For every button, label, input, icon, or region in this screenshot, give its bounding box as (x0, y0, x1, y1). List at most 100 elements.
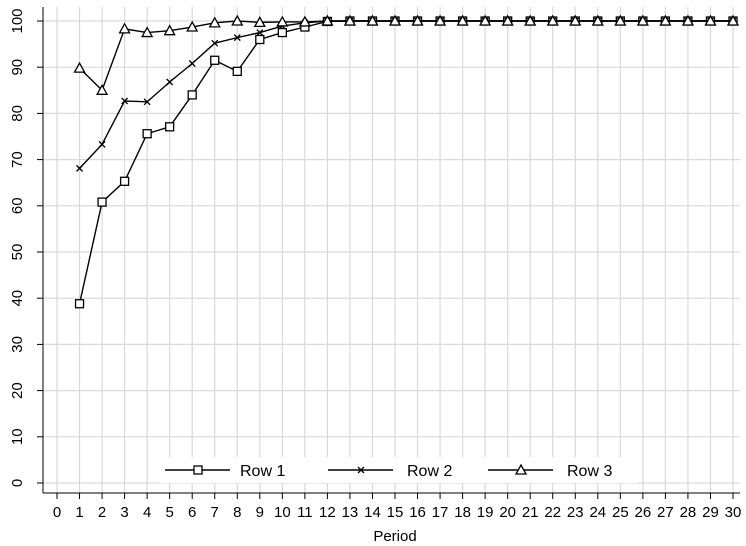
data-point-triangle (388, 14, 402, 26)
data-point-triangle (681, 14, 695, 26)
data-point-triangle (231, 14, 244, 26)
legend-item-2: Row 2 (328, 463, 452, 480)
x-tick-label: 5 (165, 504, 173, 521)
data-point-square (277, 27, 287, 38)
y-tick-label: 60 (9, 197, 26, 214)
x-tick-label: 27 (657, 504, 674, 521)
data-point-triangle (614, 14, 627, 26)
data-point-x (121, 97, 129, 105)
data-point-x (256, 29, 264, 37)
data-point-triangle (636, 14, 649, 26)
x-marker-stroke (188, 60, 196, 67)
data-point-x (233, 34, 241, 42)
x-marker-stroke (233, 34, 241, 42)
data-point-triangle (95, 83, 109, 95)
y-tick-label: 80 (9, 105, 26, 122)
data-point-triangle (546, 14, 559, 26)
series-3 (73, 14, 740, 95)
data-point-triangle (524, 14, 537, 26)
x-tick-label: 10 (274, 504, 291, 521)
data-point-x (166, 78, 174, 86)
data-point-triangle (208, 16, 221, 28)
x-tick-label: 7 (211, 504, 219, 521)
x-tick-label: 12 (319, 504, 336, 521)
data-point-triangle (659, 14, 672, 26)
data-point-triangle (501, 14, 514, 26)
x-tick-label: 9 (256, 504, 264, 521)
x-tick-label: 14 (364, 504, 381, 521)
data-point-triangle (276, 15, 289, 27)
x-tick-label: 11 (297, 504, 313, 521)
data-point-x (143, 98, 151, 106)
data-point-triangle (141, 26, 154, 38)
x-tick-label: 30 (725, 504, 742, 521)
data-point-triangle (186, 20, 199, 32)
legend-label: Row 1 (240, 463, 285, 480)
x-marker-stroke (98, 140, 106, 148)
x-tick-label: 8 (233, 504, 241, 521)
x-tick-label: 16 (409, 504, 426, 521)
data-point-triangle (118, 22, 131, 34)
y-tick-label: 70 (9, 151, 26, 168)
y-tick-label: 30 (9, 336, 26, 353)
legend-item-3: Row 3 (488, 463, 612, 480)
data-point-square (142, 129, 152, 139)
data-point-square (165, 122, 175, 132)
y-tick-label: 90 (9, 59, 26, 76)
data-point-triangle (704, 14, 717, 26)
y-tick-label: 0 (9, 479, 26, 487)
x-tick-label: 18 (454, 504, 471, 521)
data-point-triangle (456, 14, 469, 26)
x-tick-label: 24 (589, 504, 606, 521)
legend-label: Row 2 (407, 463, 452, 480)
data-point-x (98, 140, 106, 148)
x-tick-label: 13 (342, 504, 359, 521)
x-tick-label: 19 (477, 504, 494, 521)
data-point-x (357, 466, 365, 474)
y-tick-label: 40 (9, 290, 26, 307)
data-point-triangle (73, 61, 86, 73)
x-tick-label: 20 (499, 504, 516, 521)
x-tick-label: 26 (635, 504, 652, 521)
data-point-triangle (298, 15, 311, 27)
legend-label: Row 3 (567, 463, 612, 480)
y-tick-label: 100 (9, 8, 26, 33)
data-point-triangle (253, 16, 266, 28)
data-point-triangle (479, 14, 492, 26)
y-tick-label: 10 (9, 428, 26, 445)
x-tick-label: 21 (522, 504, 539, 521)
data-point-triangle (411, 14, 424, 26)
x-tick-label: 4 (143, 504, 151, 521)
data-point-triangle (163, 24, 176, 36)
data-point-square (74, 299, 85, 309)
data-point-square (210, 55, 220, 65)
x-tick-label: 29 (702, 504, 719, 521)
data-point-square (193, 465, 203, 475)
y-tick-label: 20 (9, 382, 26, 399)
data-point-triangle (343, 14, 357, 26)
data-point-square (97, 197, 107, 207)
data-point-square (232, 66, 242, 77)
x-tick-label: 1 (75, 504, 83, 521)
legend-background (158, 457, 636, 483)
data-point-square (119, 176, 130, 186)
x-marker-stroke (256, 29, 264, 37)
x-tick-label: 25 (612, 504, 629, 521)
x-marker-stroke (121, 97, 129, 105)
legend-item-1: Row 1 (165, 463, 285, 480)
x-marker-stroke (211, 39, 219, 47)
x-axis-title: Period (373, 528, 416, 545)
data-point-x (76, 164, 83, 172)
series-group (73, 14, 740, 309)
data-point-square (255, 34, 265, 45)
axes: 0 1 2 3 4 5 6 7 8 9 10 11 12 13 14 15 16 17 18 19 20 21 22 23 24… (9, 7, 741, 521)
x-marker-stroke (357, 466, 365, 474)
data-point-triangle (514, 463, 528, 475)
x-tick-label: 28 (680, 504, 697, 521)
legend: Row 1 Row 2 Row 3 (158, 457, 636, 483)
x-tick-label: 17 (432, 504, 449, 521)
x-tick-label: 2 (98, 504, 106, 521)
x-tick-label: 23 (567, 504, 584, 521)
x-tick-label: 3 (120, 504, 128, 521)
x-tick-label: 15 (387, 504, 404, 521)
